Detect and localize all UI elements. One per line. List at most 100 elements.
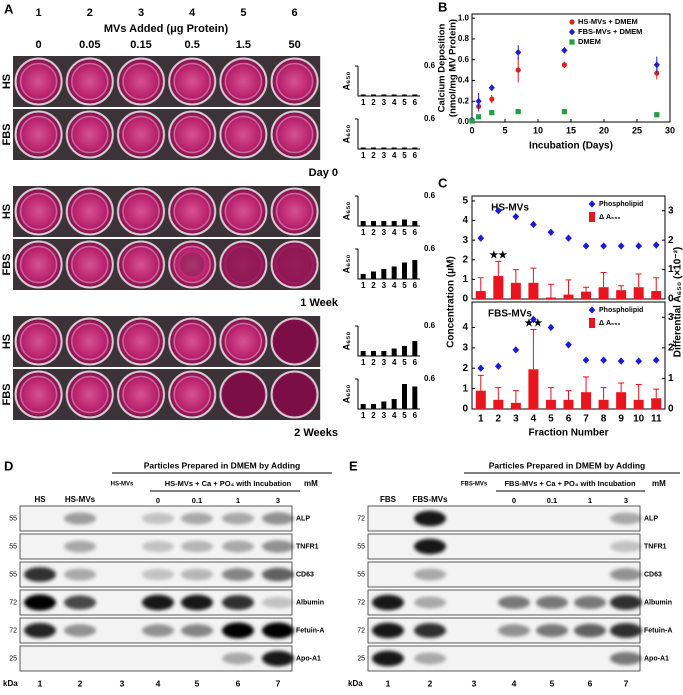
legend-swatch [589,318,595,328]
concentration: 1 [588,496,592,505]
kda-marker: 55 [9,543,17,550]
x-tick-label: 4 [392,98,397,107]
marker [588,306,596,314]
y-axis-label: A₆₅₀ [341,385,351,404]
column-number: 4 [189,7,196,19]
legend-swatch [589,212,595,222]
marker [547,323,555,332]
error-bar [635,384,642,400]
protein-label: Albumin [644,599,672,606]
concentration: 3 [624,496,628,505]
x-tick-label: 5 [548,414,554,425]
header: Particles Prepared in DMEM by Adding [144,460,301,470]
error-bar [618,382,625,393]
x-tick-label: 5 [402,411,407,420]
error-bar [635,273,642,288]
marker [569,39,575,45]
marker [547,228,555,236]
unit: mM [652,479,666,488]
bar [360,221,366,226]
kda-marker: 72 [357,515,365,522]
band [262,567,294,582]
marker [476,114,482,120]
marker [600,242,607,250]
x-tick-label: 5 [402,98,407,107]
band [142,512,174,525]
row-label: FBS [1,124,13,146]
error-bar [495,260,502,277]
band [181,624,213,637]
blot-strip [367,645,641,672]
legend-label: Δ A₆₅₀ [599,214,621,221]
marker [515,109,521,115]
y2-tick-label: 2 [668,235,674,246]
marker [494,207,502,215]
marker [588,200,596,208]
band [372,622,404,639]
bar [581,291,592,299]
bar [381,147,387,149]
bar [391,221,397,226]
concentration: 1 [236,496,240,505]
amount: 0.5 [185,39,200,51]
band [574,623,606,638]
bar [475,291,486,299]
protein-label: CD63 [644,571,662,578]
marker [565,234,572,242]
bar [493,276,504,299]
marker [561,62,568,68]
marker [530,220,537,229]
plate-photo [13,239,321,290]
bar [598,287,609,299]
x-tick-label: 3 [382,281,387,290]
bar [371,94,376,96]
header: Particles Prepared in DMEM by Adding [489,460,646,470]
plate-photo [13,316,321,367]
band [498,596,530,609]
y2-tick-label: 3 [668,205,674,216]
y-tick-label: 4 [462,215,468,226]
column-number: 3 [138,7,144,19]
error-bar [512,390,519,403]
x-tick-label: 11 [651,414,662,425]
error-bar [583,376,590,393]
y-tick-label: 1.0 [458,13,470,22]
band [24,622,56,639]
time-label: 2 Weeks [294,427,338,439]
bar [360,274,366,279]
x-tick-label: 5 [402,358,407,367]
bar [616,290,627,299]
time-label: 1 Week [300,297,339,309]
bar [545,297,556,299]
y-axis-label: A₆₅₀ [341,72,351,91]
x-tick-label: 6 [413,281,418,290]
legend-label: HS-MVs + DMEM [578,17,638,26]
panel-label: B [438,0,447,14]
error-bar [565,390,572,400]
error-bar [477,277,484,292]
bar [412,221,418,226]
y-tick-label: 0.0 [458,117,470,126]
band [181,512,213,525]
amount: 0.15 [130,39,151,51]
marker [489,110,495,116]
lane-number: 6 [236,678,241,688]
marker [652,356,660,364]
x-tick-label: 0 [469,125,474,135]
column-number: 6 [292,7,298,19]
bar [616,392,627,409]
error-bar [583,286,590,292]
y-tick-label: 0.6 [458,55,470,64]
x-tick-label: 6 [566,414,572,425]
x-tick-label: 10 [533,125,543,135]
band [610,623,642,638]
band [181,568,213,581]
axis [357,379,420,410]
bar [391,266,397,279]
x-tick-label: 3 [382,411,387,420]
lane-number: 7 [624,678,629,688]
marker [515,49,522,56]
lane-number: 2 [428,678,433,688]
protein-label: TNFR1 [644,543,667,550]
y-tick-label: 0.8 [458,34,470,43]
